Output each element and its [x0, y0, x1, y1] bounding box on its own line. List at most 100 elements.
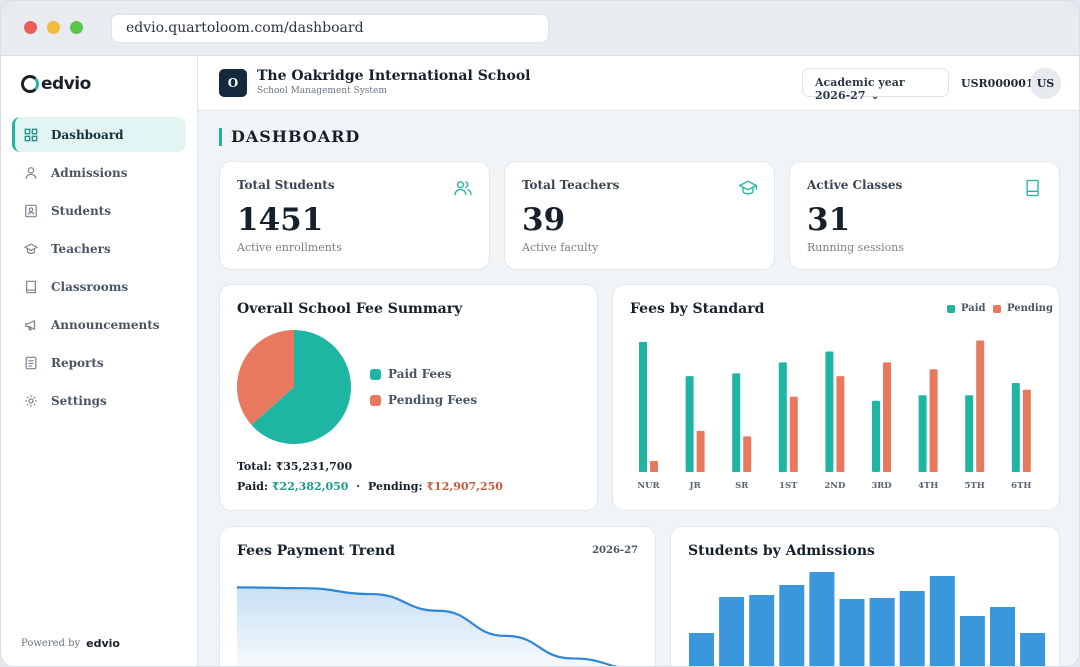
sidebar-item-students[interactable]: Students	[12, 193, 186, 228]
bar-paid-3rd[interactable]	[872, 400, 880, 472]
close-window-button[interactable]	[24, 21, 37, 34]
gear-icon	[24, 394, 38, 408]
admissions-bar[interactable]	[719, 597, 745, 667]
admissions-bar[interactable]	[749, 595, 775, 667]
admissions-bar[interactable]	[779, 585, 805, 667]
user-id: USR000001	[961, 77, 1034, 90]
powered-by: Powered by edvio	[21, 637, 120, 650]
bar-paid-sr[interactable]	[732, 373, 741, 472]
trend-area	[237, 587, 614, 666]
school-subtitle: School Management System	[257, 86, 387, 96]
legend-label: Paid Fees	[388, 367, 452, 381]
bar-pending-5th[interactable]	[976, 340, 985, 472]
academic-year-value: Academic year 2026-27	[815, 76, 905, 102]
x-tick-label: JR	[689, 481, 702, 491]
brand-logo[interactable]: edvio	[21, 74, 91, 94]
graduation-cap-icon	[24, 242, 38, 256]
pie-slice-pending-fees[interactable]	[237, 330, 294, 425]
browser-titlebar: edvio.quartoloom.com/dashboard	[1, 1, 1079, 56]
sidebar-item-settings[interactable]: Settings	[12, 383, 186, 418]
minimize-window-button[interactable]	[47, 21, 60, 34]
fee-pending-label: Pending:	[367, 480, 423, 493]
bar-pending-3rd[interactable]	[883, 362, 891, 472]
bar-pending-6th[interactable]	[1022, 389, 1031, 472]
bar-pending-1st[interactable]	[789, 396, 798, 472]
maximize-window-button[interactable]	[70, 21, 83, 34]
sidebar-nav: Dashboard Admissions Students Teachers Class…	[12, 117, 186, 421]
bar-pending-nur[interactable]	[650, 461, 658, 472]
sidebar-item-label: Teachers	[51, 241, 111, 256]
bar-pending-2nd[interactable]	[836, 376, 845, 472]
admissions-bar[interactable]	[839, 599, 865, 667]
page-title: DASHBOARD	[219, 128, 360, 146]
admissions-bar[interactable]	[929, 576, 955, 667]
legend-label: Pending	[1007, 303, 1053, 314]
admissions-bar[interactable]	[899, 591, 925, 667]
admissions-bar-chart	[689, 572, 1046, 667]
fees-trend-chart	[237, 586, 618, 666]
megaphone-icon	[24, 318, 38, 332]
pie-slice-paid-fees[interactable]	[251, 330, 351, 444]
bar-pending-jr[interactable]	[696, 430, 705, 472]
bar-pending-4th[interactable]	[929, 369, 938, 472]
card-title: Fees Payment Trend	[237, 543, 395, 559]
avatar[interactable]: US	[1030, 68, 1061, 99]
school-badge: O	[219, 69, 247, 97]
fees-trend-card: Fees Payment Trend 2026-27	[219, 526, 656, 666]
powered-by-label: Powered by	[21, 638, 81, 649]
trend-year: 2026-27	[592, 545, 638, 556]
fee-pending-value: ₹12,907,250	[426, 480, 503, 493]
bar-paid-5th[interactable]	[965, 395, 974, 472]
admissions-bar[interactable]	[809, 572, 835, 667]
chevron-down-icon: ⌄	[871, 92, 879, 102]
sidebar-item-label: Reports	[51, 355, 104, 370]
trend-line	[237, 586, 618, 666]
address-bar[interactable]: edvio.quartoloom.com/dashboard	[111, 14, 549, 43]
id-card-icon	[24, 204, 38, 218]
user-icon	[24, 166, 38, 180]
users-icon	[454, 181, 472, 196]
bar-paid-6th[interactable]	[1011, 382, 1020, 472]
sidebar-item-classrooms[interactable]: Classrooms	[12, 269, 186, 304]
sidebar-item-dashboard[interactable]: Dashboard	[12, 117, 186, 152]
bar-paid-jr[interactable]	[685, 376, 694, 472]
bar-paid-4th[interactable]	[918, 395, 927, 472]
x-tick-label: NUR	[637, 481, 660, 491]
bar-pending-sr[interactable]	[743, 436, 752, 472]
admissions-bar[interactable]	[1020, 633, 1046, 667]
fees-bar-chart: NUR JR SR 1ST 2ND 3RD 4TH 5TH 6TH	[637, 340, 1031, 491]
sidebar-item-admissions[interactable]: Admissions	[12, 155, 186, 190]
legend-swatch	[947, 304, 955, 313]
legend-paid: Paid	[947, 303, 986, 314]
fee-summary-card: Overall School Fee Summary Paid Fees Pen…	[219, 284, 598, 511]
fee-separator: ·	[356, 480, 361, 493]
stat-value: 31	[807, 202, 851, 238]
academic-year-select[interactable]: Academic year 2026-27 ⌄	[802, 68, 949, 102]
admissions-bar[interactable]	[869, 598, 895, 667]
admissions-bar[interactable]	[689, 633, 714, 667]
sidebar-item-label: Announcements	[51, 317, 160, 332]
logo-mark-icon	[21, 75, 39, 93]
grid-icon	[24, 128, 38, 142]
admissions-bar[interactable]	[959, 616, 985, 667]
admissions-bar[interactable]	[990, 607, 1015, 667]
sidebar-item-reports[interactable]: Reports	[12, 345, 186, 380]
x-tick-label: 3RD	[871, 481, 892, 491]
sidebar-item-label: Students	[51, 203, 111, 218]
x-tick-label: 4TH	[918, 481, 938, 491]
fee-total-label: Total:	[237, 460, 272, 473]
bar-paid-1st[interactable]	[778, 362, 787, 472]
fee-split: Paid: ₹22,382,050 · Pending: ₹12,907,250	[237, 480, 503, 493]
stat-label: Total Students	[237, 178, 335, 192]
card-title: Overall School Fee Summary	[237, 301, 463, 317]
sidebar-item-teachers[interactable]: Teachers	[12, 231, 186, 266]
x-tick-label: 6TH	[1011, 481, 1031, 491]
bar-paid-nur[interactable]	[639, 341, 647, 472]
sidebar-item-label: Settings	[51, 393, 107, 408]
stat-sub: Running sessions	[807, 241, 904, 254]
sidebar-item-announcements[interactable]: Announcements	[12, 307, 186, 342]
fees-by-standard-card: Fees by Standard Paid Pending NUR JR SR 1ST…	[612, 284, 1060, 511]
legend-swatch	[370, 394, 381, 406]
bar-paid-2nd[interactable]	[825, 351, 834, 472]
powered-by-brand[interactable]: edvio	[86, 637, 120, 650]
